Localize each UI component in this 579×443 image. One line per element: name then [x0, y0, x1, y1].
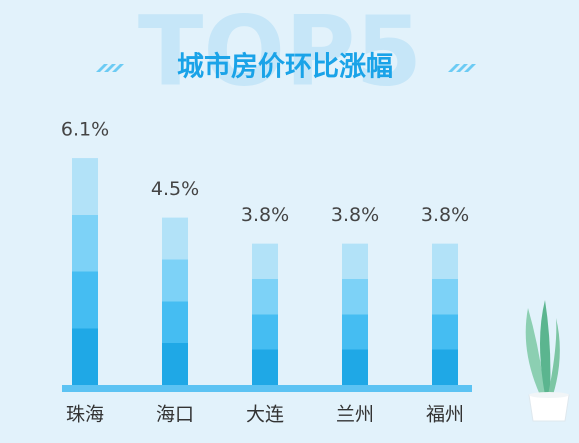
bar	[72, 158, 98, 385]
bar	[162, 217, 188, 385]
x-tick-label: 兰州	[336, 404, 374, 426]
value-label: 3.8%	[421, 204, 469, 226]
bar	[432, 243, 458, 385]
x-tick-label: 珠海	[66, 404, 104, 426]
value-label: 3.8%	[331, 204, 379, 226]
bar	[252, 243, 278, 385]
baseline	[62, 385, 472, 392]
value-label: 4.5%	[151, 178, 199, 200]
chart-title: 城市房价环比涨幅	[177, 51, 393, 83]
x-tick-label: 福州	[426, 404, 464, 426]
value-label: 3.8%	[241, 204, 289, 226]
title-decoration	[96, 64, 476, 72]
x-tick-label: 大连	[246, 404, 284, 426]
value-label: 6.1%	[61, 119, 109, 141]
plant	[525, 300, 570, 422]
watermark: TOP5	[138, 0, 422, 107]
bar	[342, 243, 368, 385]
x-tick-label: 海口	[156, 404, 194, 426]
